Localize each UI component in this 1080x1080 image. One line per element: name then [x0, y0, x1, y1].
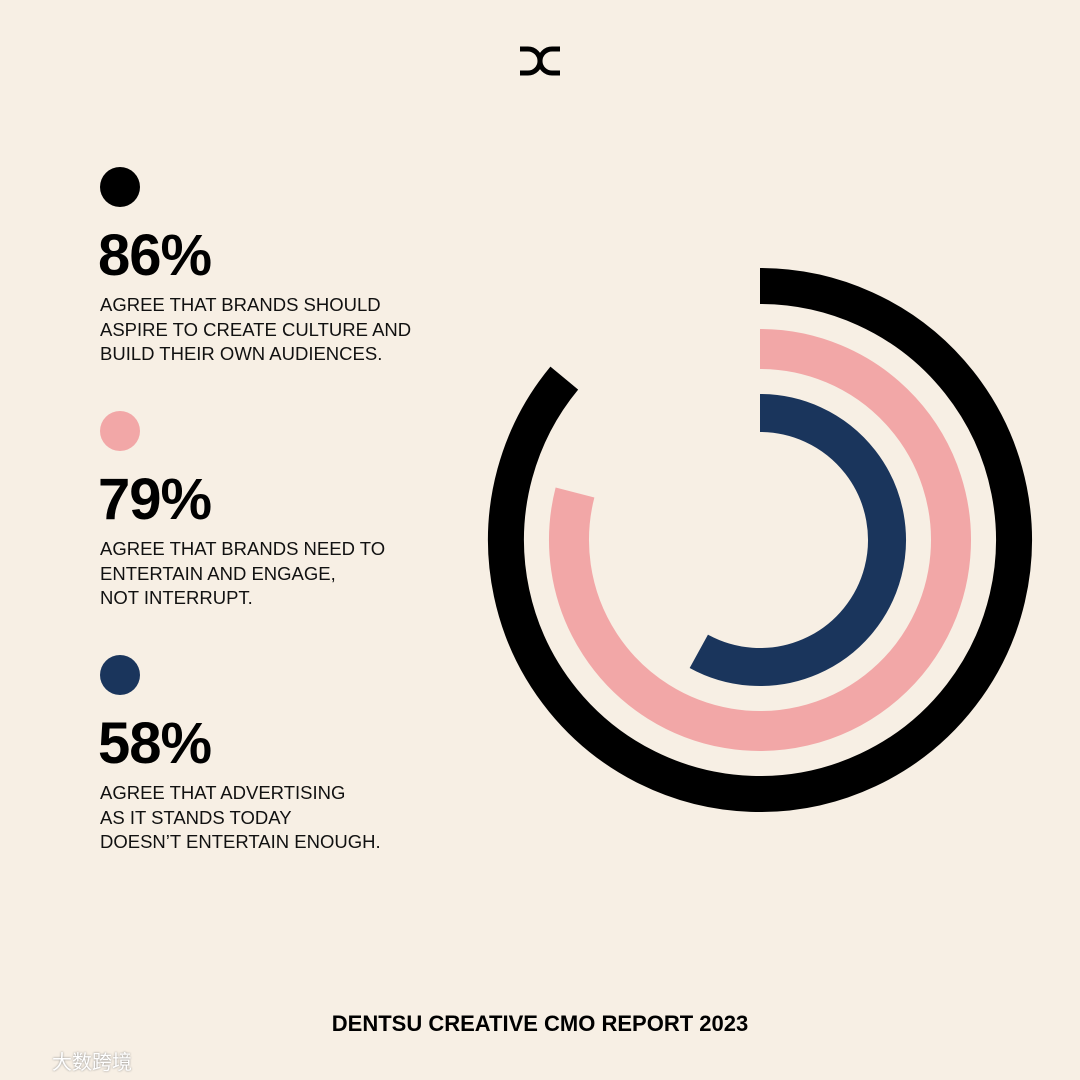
description: AGREE THAT BRANDS NEED TO ENTERTAIN AND …: [100, 538, 386, 608]
watermark: 大数跨境: [52, 1052, 132, 1074]
legend-dot: [100, 411, 140, 451]
legend-dot: [100, 167, 140, 207]
radial-bar: [549, 329, 971, 751]
description: AGREE THAT BRANDS SHOULD ASPIRE TO CREAT…: [100, 294, 412, 364]
description: AGREE THAT ADVERTISING AS IT STANDS TODA…: [100, 782, 381, 852]
value-label: 79%: [98, 467, 212, 532]
radial-bar: [689, 394, 906, 686]
logo: [520, 46, 560, 76]
radial-bar: [488, 268, 1032, 812]
legend-dot: [100, 655, 140, 695]
value-label: 58%: [98, 711, 212, 776]
value-label: 86%: [98, 223, 212, 288]
footer-title: DENTSU CREATIVE CMO REPORT 2023: [331, 1011, 749, 1036]
